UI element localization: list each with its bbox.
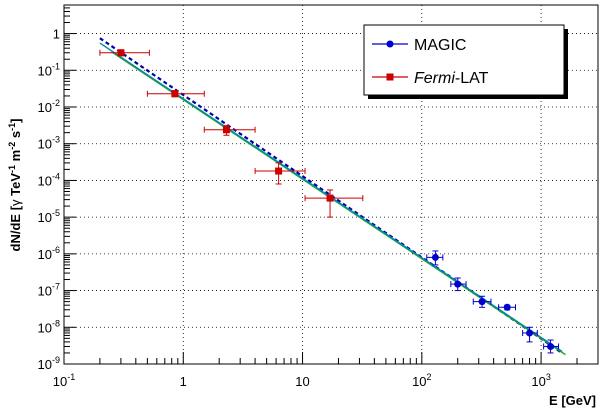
x-tick-label: 10-1 bbox=[53, 372, 75, 389]
marker-square bbox=[171, 90, 179, 98]
fermi-point bbox=[146, 90, 205, 98]
legend-label-fermi-rest: -LAT bbox=[455, 70, 489, 87]
y-tick-label: 10-6 bbox=[38, 245, 60, 262]
ylabel-tev: TeV bbox=[8, 173, 23, 200]
x-tick-label: 102 bbox=[412, 372, 431, 389]
marker-circle bbox=[526, 329, 534, 337]
magic-point bbox=[472, 295, 492, 308]
fermi-point bbox=[254, 162, 306, 185]
y-tick-label: 10-8 bbox=[38, 318, 60, 335]
fermi-point bbox=[203, 125, 256, 136]
fermi-point bbox=[99, 49, 150, 57]
legend-label-fermi: Fermi-LAT bbox=[414, 70, 489, 87]
marker-square bbox=[275, 167, 283, 175]
ylabel-s-exp: -1 bbox=[7, 123, 17, 131]
marker-square bbox=[222, 126, 230, 134]
marker-square bbox=[117, 49, 125, 57]
marker-circle bbox=[431, 253, 439, 261]
ylabel-s: s bbox=[8, 131, 23, 142]
ylabel-tev-exp: -1 bbox=[7, 165, 17, 173]
ylabel-gamma: γ bbox=[8, 199, 23, 206]
x-tick-labels: 10-1 1 10 102 103 bbox=[53, 372, 551, 389]
marker-circle bbox=[503, 303, 511, 311]
axis-ticks bbox=[63, 4, 599, 365]
magic-point bbox=[543, 339, 560, 354]
legend-label-fermi-italic: Fermi bbox=[414, 70, 455, 87]
fermi-point bbox=[304, 189, 364, 218]
legend-box bbox=[363, 24, 565, 96]
marker-circle bbox=[478, 298, 486, 306]
legend-marker-magic bbox=[386, 40, 394, 48]
ylabel-post: ] bbox=[8, 119, 23, 123]
ylabel-m: m bbox=[8, 150, 23, 165]
y-tick-label: 10-3 bbox=[38, 135, 60, 152]
y-tick-labels: 10-9 10-8 10-7 10-6 10-5 10-4 10-3 10-2 10-1 1 bbox=[38, 27, 60, 372]
marker-circle bbox=[454, 280, 462, 288]
y-tick-label: 10-4 bbox=[38, 171, 60, 188]
ylabel-pre: dN/dE [ bbox=[8, 205, 23, 251]
x-tick-label: 1 bbox=[180, 374, 187, 389]
legend: MAGIC Fermi-LAT bbox=[363, 24, 568, 99]
magic-point bbox=[426, 250, 444, 266]
y-tick-label: 10-9 bbox=[38, 355, 60, 372]
ylabel-m-exp: -2 bbox=[7, 142, 17, 150]
legend-marker-fermi bbox=[386, 73, 394, 81]
y-axis-title: dN/dE [γ TeV-1 m-2 s-1] bbox=[7, 119, 23, 252]
y-tick-label: 10-1 bbox=[38, 61, 60, 78]
y-tick-label: 10-7 bbox=[38, 282, 60, 299]
magic-point bbox=[522, 326, 538, 343]
y-tick-label: 10-5 bbox=[38, 208, 60, 225]
data-points bbox=[99, 49, 560, 354]
x-tick-label: 103 bbox=[531, 372, 550, 389]
x-axis-title: E [GeV] bbox=[549, 393, 596, 408]
y-tick-label: 1 bbox=[53, 27, 60, 42]
magic-point bbox=[498, 303, 516, 311]
marker-circle bbox=[547, 342, 555, 350]
marker-square bbox=[326, 194, 334, 202]
legend-label-magic: MAGIC bbox=[414, 37, 466, 54]
magic-point bbox=[450, 277, 467, 292]
fit-line-1 bbox=[111, 51, 566, 356]
y-tick-label: 10-2 bbox=[38, 98, 60, 115]
x-tick-label: 10 bbox=[295, 374, 309, 389]
